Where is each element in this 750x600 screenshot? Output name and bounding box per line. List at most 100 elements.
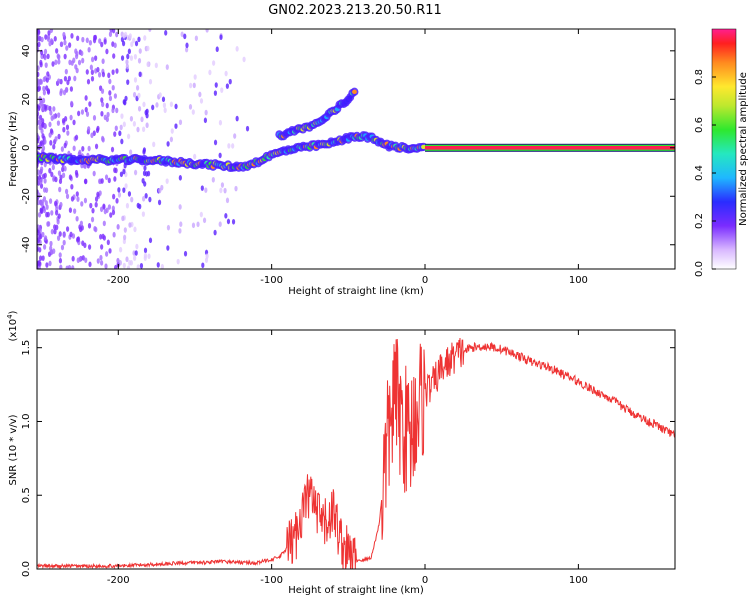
speckle-point [53, 228, 57, 235]
speckle-point [146, 170, 151, 177]
speckle-point [145, 108, 149, 115]
speckle-point [57, 133, 61, 140]
snr-scale-exponent: 4 [6, 314, 14, 319]
speckle-point [220, 182, 225, 188]
snr-x-label: Height of straight line (km) [288, 585, 424, 596]
speckle-point [115, 68, 119, 74]
speckle-point [102, 220, 106, 227]
spectrogram-x-label: Height of straight line (km) [288, 286, 424, 297]
speckle-point [48, 121, 52, 128]
speckle-point [218, 221, 222, 227]
colorbar-ticks: 0.0 0.2 0.4 0.6 0.8 [694, 69, 716, 277]
speckle-point [92, 115, 97, 121]
speckle-point [108, 90, 112, 96]
y-tick-label: 1.5 [21, 340, 32, 356]
speckle-point [110, 146, 115, 153]
speckle-point [49, 29, 54, 33]
speckle-point [57, 58, 61, 65]
speckle-point [76, 257, 80, 264]
speckle-point [70, 183, 74, 190]
speckle-point [137, 57, 142, 64]
speckle-point [112, 193, 116, 200]
speckle-point [49, 109, 53, 116]
speckle-point [64, 188, 69, 195]
speckle-point [136, 264, 140, 269]
speckle-point [39, 97, 43, 104]
speckle-point [41, 255, 45, 261]
speckle-point [94, 226, 98, 233]
speckle-point [57, 78, 61, 84]
speckle-point [37, 199, 40, 206]
speckle-point [66, 130, 70, 136]
speckle-point [225, 83, 229, 89]
speckle-point [89, 202, 93, 209]
speckle-point [83, 242, 87, 249]
speckle-point [64, 86, 69, 93]
speckle-point [62, 239, 66, 246]
speckle-point [101, 71, 106, 78]
speckle-point [128, 33, 132, 39]
speckle-point [126, 133, 131, 140]
speckle-point [79, 226, 83, 233]
speckle-point [60, 41, 64, 48]
speckle-point [56, 218, 60, 225]
speckle-point [62, 126, 66, 133]
speckle-point [75, 215, 79, 222]
speckle-point [111, 107, 115, 114]
speckle-point [99, 234, 103, 240]
snr-panel: -200 -100 0 100 0.0 0.5 1.0 1.5 Height of stra… [6, 310, 676, 596]
speckle-point [155, 102, 159, 108]
speckle-point [135, 243, 139, 250]
speckle-point [41, 104, 45, 110]
speckle-point [101, 101, 105, 108]
trace-point [421, 144, 426, 150]
speckle-point [185, 42, 189, 49]
speckle-point [204, 187, 208, 193]
speckle-point [58, 186, 62, 193]
speckle-point [126, 53, 130, 60]
speckle-point [144, 193, 148, 199]
speckle-point [87, 46, 91, 53]
speckle-point [38, 114, 43, 121]
speckle-point [148, 29, 152, 32]
speckle-point [129, 115, 134, 122]
speckle-point [116, 224, 120, 230]
speckle-point [57, 54, 61, 60]
speckle-point [122, 262, 126, 269]
speckle-point [148, 78, 153, 85]
speckle-point [84, 106, 88, 113]
speckle-point [122, 33, 126, 39]
speckle-point [164, 30, 168, 36]
speckle-point [105, 48, 109, 55]
speckle-point [161, 96, 166, 103]
speckle-point [133, 77, 138, 83]
speckle-point [162, 102, 167, 109]
speckle-point [178, 119, 183, 126]
speckle-point [73, 75, 77, 82]
speckle-point [37, 237, 41, 243]
snr-y-ticks: 0.0 0.5 1.0 1.5 [21, 340, 675, 577]
speckle-point [154, 62, 158, 69]
speckle-point [185, 46, 189, 53]
speckle-point [65, 45, 69, 51]
speckle-point [100, 178, 104, 184]
speckle-point [95, 127, 100, 134]
speckle-point [122, 168, 126, 175]
speckle-point [88, 39, 92, 46]
colorbar-tick-label: 0.8 [694, 69, 705, 85]
speckle-point [52, 113, 56, 120]
speckle-point [38, 124, 42, 131]
speckle-point [198, 91, 202, 98]
speckle-point [87, 126, 91, 132]
speckle-point [160, 263, 164, 269]
speckle-point [43, 138, 47, 145]
speckle-point [126, 79, 130, 85]
speckle-point [54, 200, 58, 207]
speckle-point [133, 255, 137, 261]
speckle-point [40, 166, 44, 172]
speckle-point [163, 107, 167, 114]
speckle-point [72, 119, 76, 126]
speckle-point [166, 224, 171, 231]
speckle-point [63, 75, 68, 82]
speckle-point [174, 123, 178, 129]
